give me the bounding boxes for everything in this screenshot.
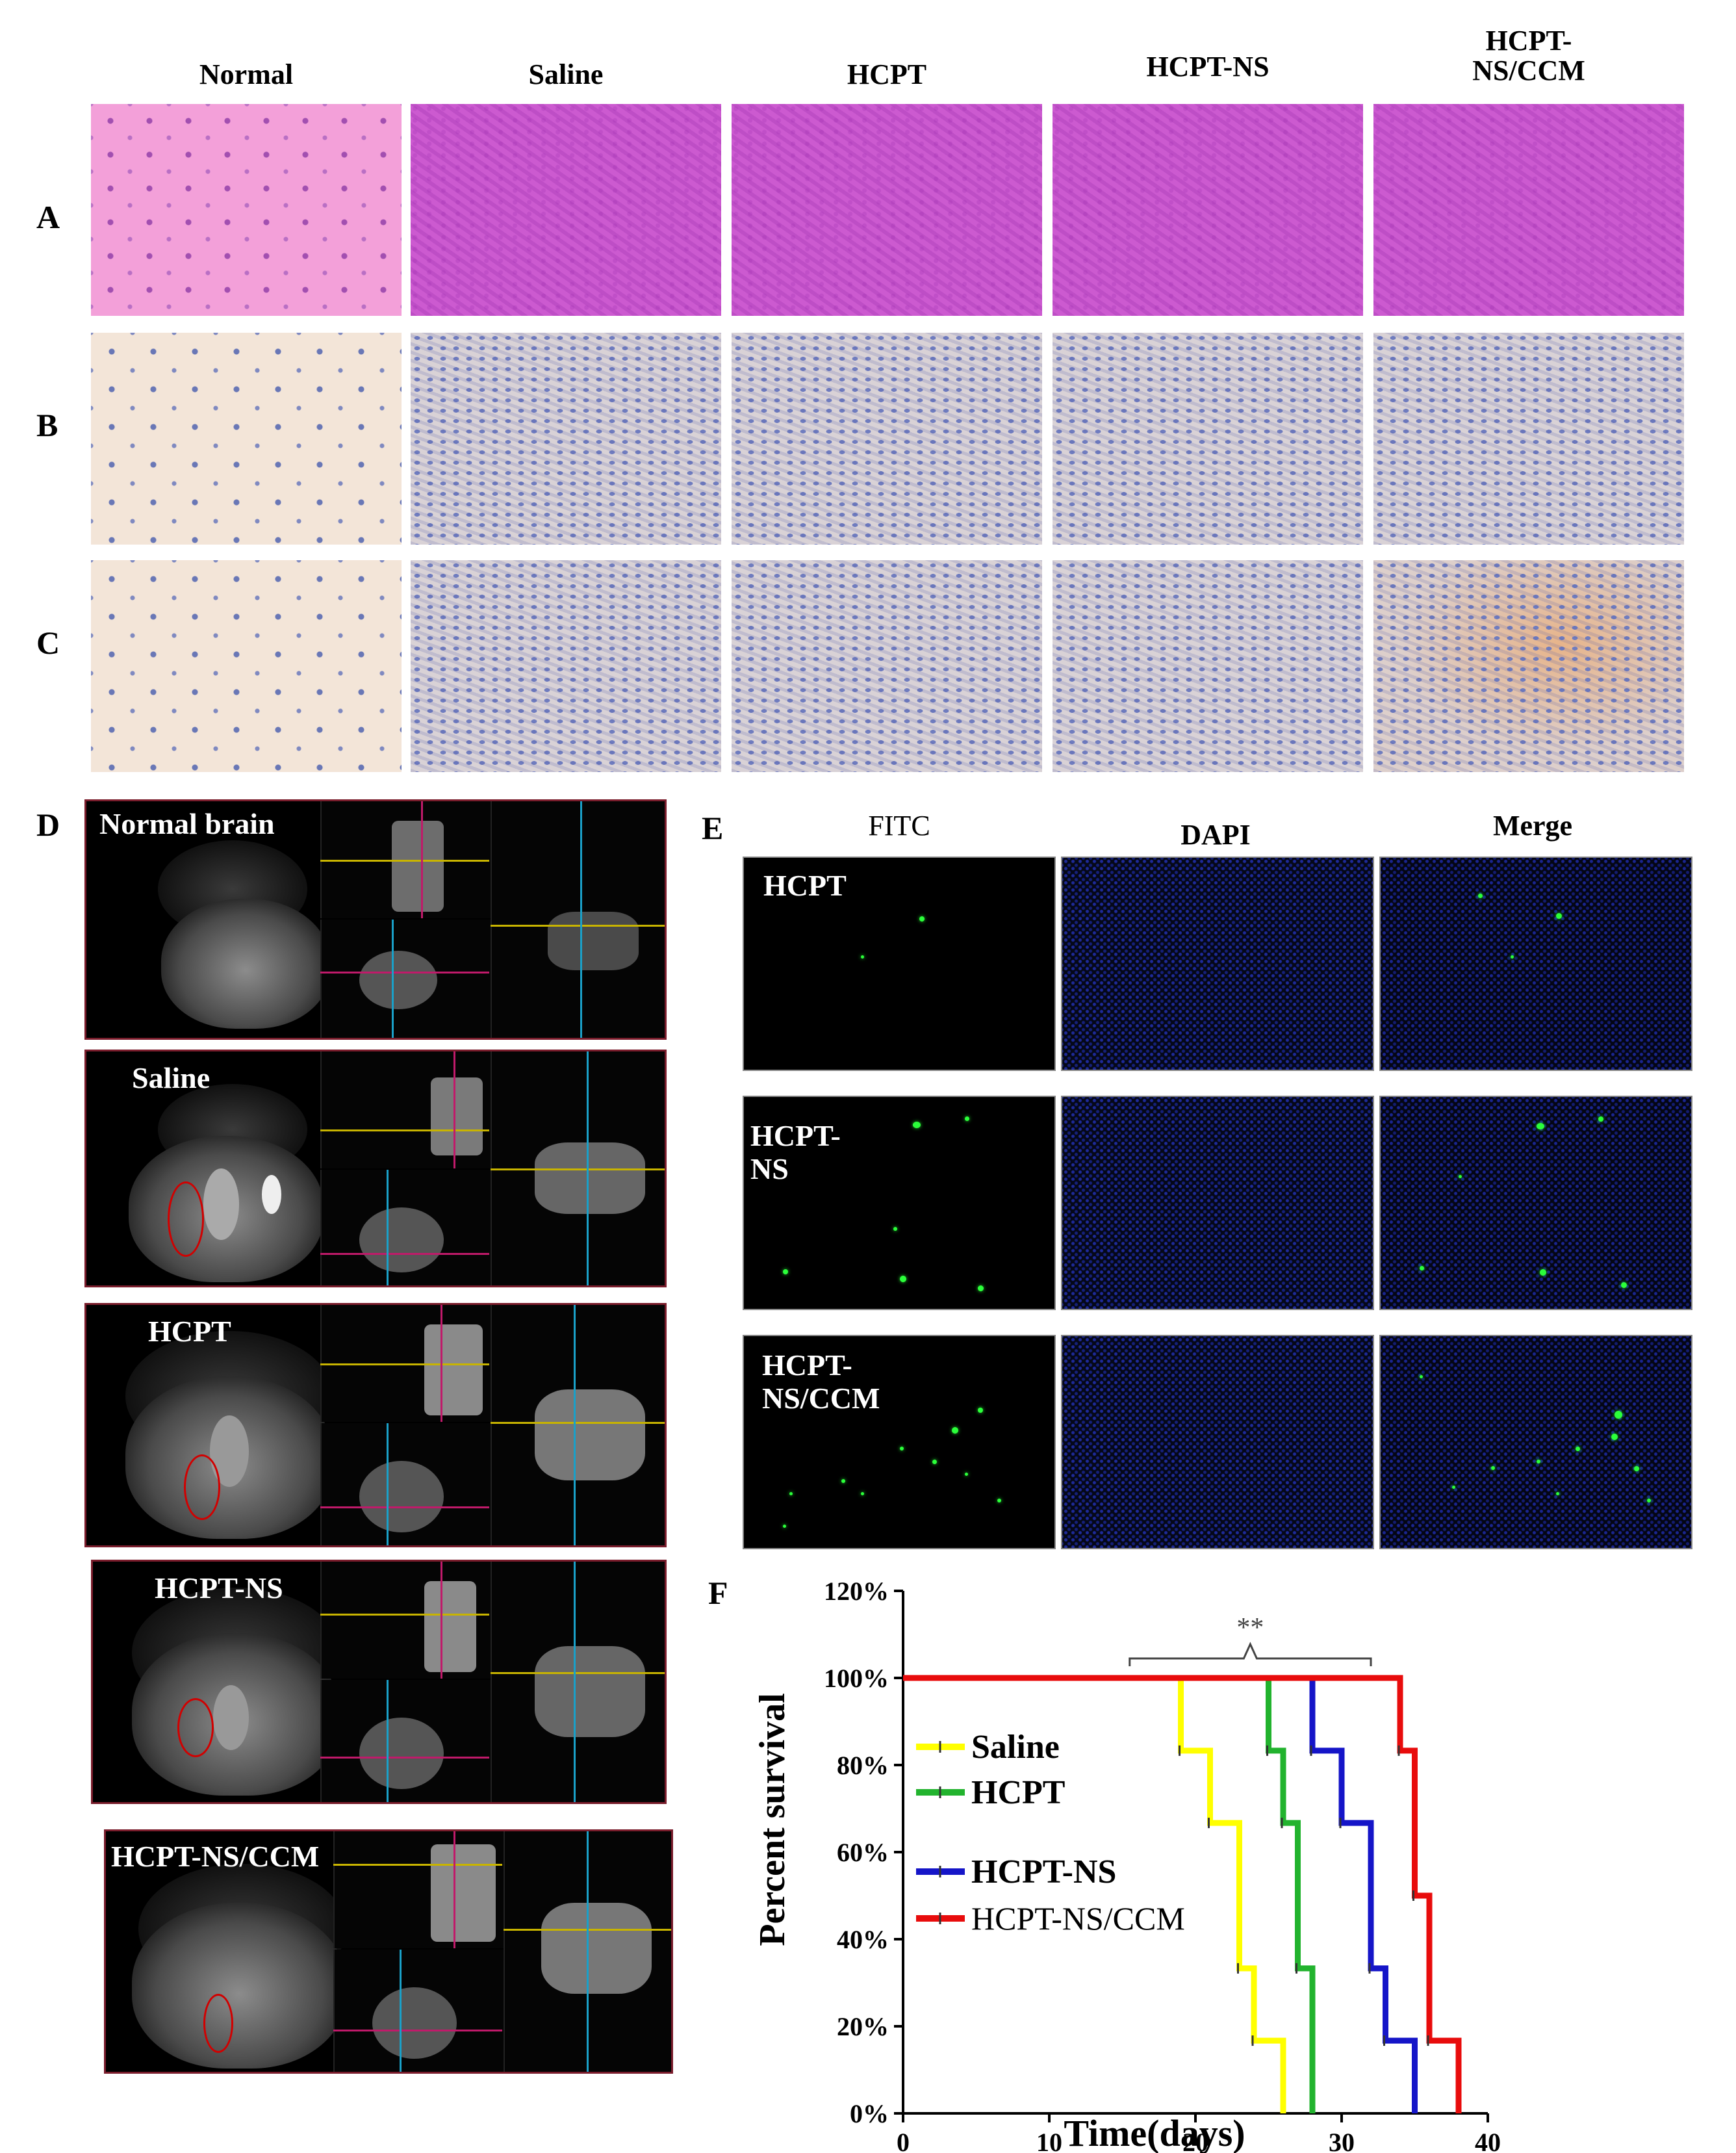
chart-y-axis-label: Percent survival — [752, 1693, 793, 1946]
legend-label: HCPT — [971, 1774, 1065, 1811]
x-tick-label: 40 — [1475, 2128, 1501, 2153]
mri-normal-brain: Normal brain — [84, 799, 667, 1040]
y-tick-label: 40% — [837, 1925, 889, 1954]
ihc-c-hcpt-ns-ccm-image — [1373, 560, 1684, 772]
ihc-c-saline-image — [411, 560, 721, 772]
fl-header-fitc: FITC — [868, 810, 930, 842]
fl-fitc-hcpt-ns-ccm: HCPT- NS/CCM — [743, 1335, 1056, 1549]
row-label-c: C — [36, 625, 60, 661]
ihc-b-normal-image — [91, 333, 402, 545]
mri-label-hcpt-ns-ccm: HCPT-NS/CCM — [111, 1840, 320, 1873]
ihc-c-hcpt-ns-image — [1053, 560, 1363, 772]
legend-label: HCPT-NS/CCM — [971, 1900, 1185, 1937]
series-line-saline — [903, 1675, 1286, 2113]
x-tick-label: 30 — [1329, 2128, 1355, 2153]
mri-hcpt-ns-ccm: HCPT-NS/CCM — [104, 1829, 673, 2074]
panel-letter-f: F — [708, 1575, 728, 1611]
mri-hcpt: HCPT — [84, 1303, 667, 1547]
mri-label-hcpt: HCPT — [148, 1315, 231, 1348]
row-label-a: A — [36, 199, 60, 235]
significance-bracket — [1129, 1642, 1372, 1666]
chart-legend: Saline HCPT HCPT-NS HCPT-NS/CCM — [916, 1729, 1185, 1937]
panel-letter-e: E — [702, 810, 724, 846]
column-header-hcpt: HCPT — [847, 58, 927, 90]
column-header-normal: Normal — [199, 58, 294, 90]
legend-label: HCPT-NS — [971, 1853, 1116, 1890]
fl-fitc-hcpt-ns: HCPT- NS — [743, 1096, 1056, 1310]
mri-saline: Saline — [84, 1050, 667, 1287]
chart-annotation-layer: ** — [1129, 1613, 1372, 1666]
column-header-hcpt-ns: HCPT-NS — [1146, 51, 1270, 83]
he-normal-image — [91, 104, 402, 316]
survival-chart: 0% 20% 40% 60% 80% 100% 120% 0 10 20 30 40 Saline HC… — [752, 1577, 1501, 2153]
series-line-hcpt-ns — [903, 1675, 1418, 2113]
chart-x-axis-label: Time(days) — [1064, 2112, 1245, 2153]
he-hcpt-image — [732, 104, 1042, 316]
x-tick-label: 20 — [1182, 2128, 1208, 2153]
he-hcpt-ns-image — [1053, 104, 1363, 316]
ihc-b-hcpt-ns-ccm-image — [1373, 333, 1684, 545]
mri-hcpt-ns: HCPT-NS — [91, 1560, 667, 1804]
series-line-hcpt — [903, 1675, 1316, 2113]
mri-label-saline: Saline — [132, 1061, 211, 1094]
column-header-hcpt-ns-ccm: HCPT- NS/CCM — [1472, 25, 1585, 87]
fl-merge-hcpt-ns-ccm — [1379, 1335, 1692, 1549]
row-label-b: B — [36, 407, 58, 443]
series-line-hcpt-ns-ccm — [903, 1675, 1462, 2113]
fl-row-label-hcpt-ns-ccm: HCPT- NS/CCM — [762, 1348, 880, 1415]
he-hcpt-ns-ccm-image — [1373, 104, 1684, 316]
y-tick-label: 100% — [824, 1664, 889, 1693]
fl-merge-hcpt-ns — [1379, 1096, 1692, 1310]
x-tick-label: 0 — [897, 2128, 910, 2153]
he-saline-image — [411, 104, 721, 316]
y-tick-label: 0% — [850, 2099, 889, 2128]
fl-dapi-hcpt-ns-ccm — [1061, 1335, 1374, 1549]
ihc-b-hcpt-ns-image — [1053, 333, 1363, 545]
y-tick-label: 80% — [837, 1751, 889, 1780]
fl-merge-hcpt — [1379, 857, 1692, 1071]
ihc-c-hcpt-image — [732, 560, 1042, 772]
y-tick-label: 20% — [837, 2012, 889, 2041]
fl-dapi-hcpt-ns — [1061, 1096, 1374, 1310]
fl-header-merge: Merge — [1492, 810, 1573, 842]
ihc-c-normal-image — [91, 560, 402, 772]
chart-series-layer — [903, 1675, 1462, 2113]
fl-row-label-hcpt: HCPT — [763, 869, 847, 902]
y-tick-label: 120% — [824, 1577, 889, 1606]
ihc-b-saline-image — [411, 333, 721, 545]
fl-fitc-hcpt: HCPT — [743, 857, 1056, 1071]
x-tick-label: 10 — [1036, 2128, 1062, 2153]
significance-stars: ** — [1236, 1613, 1264, 1643]
fl-header-dapi: DAPI — [1181, 819, 1251, 851]
chart-axes — [902, 1591, 1488, 2115]
panel-letter-d: D — [36, 806, 60, 843]
legend-label: Saline — [971, 1729, 1060, 1766]
mri-label-hcpt-ns: HCPT-NS — [155, 1571, 283, 1605]
mri-label-normal-brain: Normal brain — [99, 807, 275, 840]
ihc-b-hcpt-image — [732, 333, 1042, 545]
y-tick-label: 60% — [837, 1838, 889, 1867]
fl-dapi-hcpt — [1061, 857, 1374, 1071]
fl-row-label-hcpt-ns: HCPT- NS — [750, 1119, 841, 1185]
column-header-saline: Saline — [528, 58, 604, 90]
